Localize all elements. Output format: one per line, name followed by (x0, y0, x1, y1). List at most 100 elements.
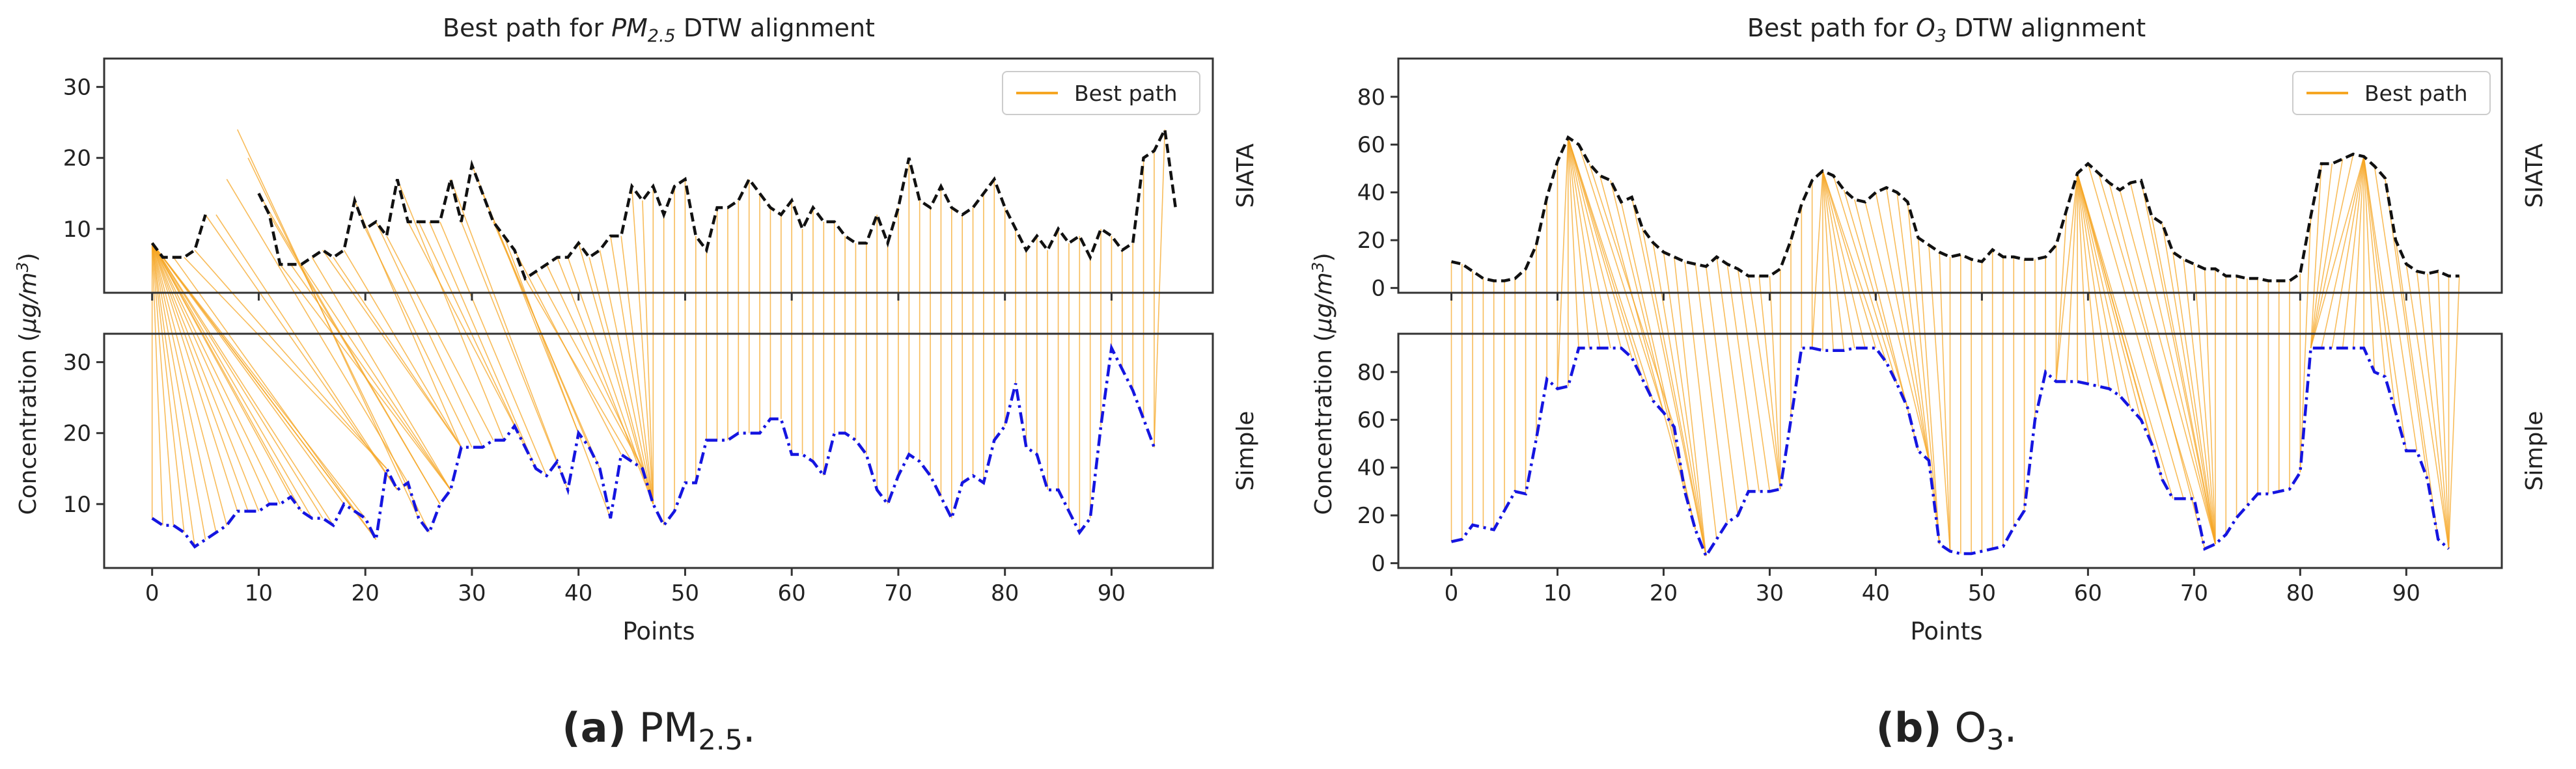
alignment-line (2098, 173, 2195, 499)
chart-b-legend-label: Best path (2364, 81, 2468, 106)
alignment-line (2363, 156, 2396, 413)
chart-b-simple-series-line (1451, 346, 2450, 560)
alignment-line (2310, 159, 2344, 349)
alignment-line (1568, 137, 1633, 358)
alignment-line (151, 243, 260, 512)
alignment-line (2427, 273, 2450, 549)
chart-b-bottom-yticks: 0 20 40 60 80 (1357, 360, 1398, 577)
alignment-line (2405, 263, 2450, 549)
alignment-line (152, 243, 366, 519)
alignment-line (151, 243, 228, 526)
alignment-line (2331, 156, 2364, 349)
alignment-line (460, 221, 569, 491)
alignment-line (1822, 170, 1835, 351)
alignment-line (557, 257, 654, 505)
alignment-line (1631, 196, 1707, 556)
xtick-label: 40 (1862, 580, 1890, 606)
chart-a-ylabel-sup: 3 (13, 262, 32, 273)
alignment-line (1758, 276, 1781, 489)
alignment-line (2055, 209, 2068, 382)
xtick-label: 0 (1445, 580, 1459, 606)
alignment-line (1568, 137, 1654, 401)
alignment-line (1748, 276, 1781, 489)
alignment-line (1864, 202, 1930, 461)
ytick-label: 60 (1357, 132, 1385, 158)
alignment-line (151, 243, 249, 511)
alignment-line (162, 256, 377, 540)
alignment-line (2183, 259, 2216, 545)
ytick-label: 60 (1357, 407, 1385, 433)
xtick-label: 60 (2074, 580, 2102, 606)
alignment-line (152, 243, 324, 519)
ytick-label: 30 (63, 350, 91, 376)
chart-b-caption: (b) O3. (1876, 704, 2017, 757)
alignment-line (2342, 156, 2364, 349)
alignment-line (2087, 163, 2184, 499)
alignment-line (1567, 137, 1601, 349)
alignment-line (2395, 240, 2439, 540)
ytick-label: 40 (1357, 455, 1385, 481)
alignment-line (2119, 189, 2216, 545)
alignment-line (322, 250, 462, 448)
chart-a-title-suffix: DTW alignment (676, 14, 875, 42)
chart-a-path-lines (151, 129, 1166, 547)
alignment-line (151, 243, 302, 512)
alignment-line (204, 214, 398, 491)
alignment-line (2353, 156, 2364, 349)
chart-a-title-var: PM (611, 14, 648, 42)
ytick-label: 0 (1371, 551, 1385, 577)
alignment-line (247, 157, 430, 533)
chart-b-title-var: O (1916, 14, 1935, 42)
alignment-line (2077, 173, 2174, 499)
xtick-label: 50 (671, 580, 699, 606)
alignment-line (2384, 178, 2428, 480)
alignment-line (1642, 228, 1707, 556)
chart-a-caption-letter: (a) (562, 704, 626, 751)
alignment-line (290, 263, 451, 491)
chart-b-top-panel-label: SIATA (2521, 143, 2548, 208)
alignment-line (2321, 156, 2364, 349)
alignment-line (1907, 202, 1940, 545)
alignment-line (386, 236, 494, 441)
chart-b-ylabel: Concentration (μg/m3) (1309, 252, 1337, 515)
alignment-line (2310, 154, 2354, 349)
chart-a-title-sub: 2.5 (648, 26, 676, 46)
alignment-line (2151, 216, 2216, 545)
alignment-line (2077, 173, 2089, 384)
chart-a-ylabel-main: Concentration ( (15, 332, 42, 515)
figure-b-o3: Best path for O3 DTW alignment Concentra… (1309, 14, 2548, 757)
alignment-line (1822, 170, 1887, 363)
alignment-line (450, 179, 558, 462)
alignment-line (1716, 256, 1749, 492)
xtick-label: 70 (2180, 580, 2208, 606)
chart-a-ylabel-end: ) (15, 252, 42, 262)
alignment-line (1695, 263, 1728, 523)
alignment-line (215, 214, 398, 491)
xtick-label: 0 (145, 580, 159, 606)
alignment-line (151, 243, 195, 547)
alignment-line (354, 200, 462, 448)
alignment-line (1567, 137, 1611, 349)
alignment-line (2077, 173, 2121, 396)
alignment-line (1684, 262, 1717, 540)
alignment-line (2066, 173, 2078, 382)
alignment-line (2363, 156, 2375, 372)
chart-a-bottom-panel: 10 20 30 0 10 20 30 40 50 60 70 80 90 Simple (63, 332, 1259, 606)
alignment-line (2437, 271, 2450, 549)
alignment-line (2310, 163, 2322, 349)
alignment-line (1737, 269, 1771, 492)
chart-a-bottom-axes-frame (103, 332, 1214, 569)
alignment-line (151, 243, 281, 505)
alignment-line (577, 243, 654, 505)
ytick-label: 80 (1357, 85, 1385, 111)
ytick-label: 0 (1371, 276, 1385, 302)
chart-b-top-axes-frame (1397, 57, 2503, 294)
chart-a-title: Best path for PM2.5 DTW alignment (443, 14, 875, 46)
ytick-label: 20 (63, 421, 91, 447)
alignment-line (2077, 173, 2110, 389)
chart-b-bottom-xticks: 0 10 20 30 40 50 60 70 80 90 (1445, 568, 2420, 606)
alignment-line (567, 257, 654, 505)
alignment-line (194, 250, 387, 469)
xtick-label: 80 (2286, 580, 2314, 606)
alignment-line (610, 236, 654, 504)
